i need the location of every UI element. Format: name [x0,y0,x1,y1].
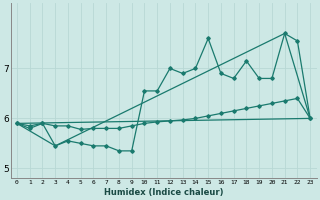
X-axis label: Humidex (Indice chaleur): Humidex (Indice chaleur) [104,188,223,197]
